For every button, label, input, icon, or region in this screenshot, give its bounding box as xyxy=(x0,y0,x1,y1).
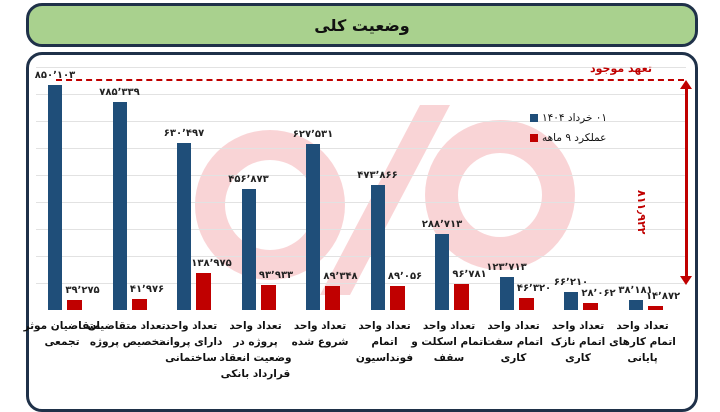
chart-panel xyxy=(26,52,698,412)
arrow-down-icon xyxy=(680,276,692,285)
data-label: ۷۸۵٬۳۳۹ xyxy=(99,87,140,99)
legend: ۰۱ خرداد ۱۴۰۴ عملکرد ۹ ماهه xyxy=(530,112,607,152)
legend-swatch-blue xyxy=(530,114,538,122)
data-label: ۶۲۷٬۵۳۱ xyxy=(292,128,334,140)
page-title: وضعیت کلی xyxy=(314,15,410,35)
category-label: تعداد واحد اتمام سفت کاری xyxy=(484,320,543,364)
bar-series-2 xyxy=(389,286,405,310)
gridline xyxy=(36,148,686,149)
category-label: تعداد واحد شروع شده xyxy=(291,320,349,348)
legend-item-series-2: عملکرد ۹ ماهه xyxy=(530,132,607,144)
data-label: ۴۶٬۳۲۰ xyxy=(516,282,552,294)
data-label: ۸۹٬۰۵۶ xyxy=(387,271,423,283)
data-label: ۶۶٬۲۱۰ xyxy=(553,277,589,289)
legend-swatch-red xyxy=(530,134,538,142)
bar-series-1 xyxy=(564,292,578,310)
bar-series-2 xyxy=(325,286,340,310)
category-label: متقاضیان موثر تجمعی xyxy=(23,320,101,348)
category-label: تعداد واحد پروژه در وضعیت انعقاد قرارداد… xyxy=(219,320,292,380)
bar-series-2 xyxy=(647,306,663,310)
data-label: ۱۲۳٬۷۱۳ xyxy=(486,262,527,274)
bar-series-1 xyxy=(370,184,385,310)
bar-series-1 xyxy=(306,144,320,310)
gridline xyxy=(36,94,686,95)
title-banner: وضعیت کلی xyxy=(26,3,698,47)
category-label: تعداد واحد اتمام اسکلت و سقف xyxy=(411,320,487,364)
bar-series-2 xyxy=(67,299,82,310)
category-label: تعداد واحد اتمام نازک کاری xyxy=(550,320,606,364)
commitment-line xyxy=(56,79,684,81)
bar-series-2 xyxy=(518,297,534,310)
data-label: ۳۸٬۱۸۱ xyxy=(618,284,653,296)
data-label: ۳۹٬۲۷۵ xyxy=(65,284,100,296)
bar-series-2 xyxy=(131,298,147,310)
data-label: ۲۸٬۰۶۲ xyxy=(581,287,616,299)
arrow-up-icon xyxy=(680,80,692,89)
commitment-label: تعهد موجود xyxy=(590,62,652,75)
data-label: ۸۹٬۳۴۸ xyxy=(323,271,358,283)
gridline xyxy=(36,202,686,203)
gap-label: ۸۱۱٫۹۲۲ xyxy=(635,190,648,235)
gridline xyxy=(36,283,686,284)
gridline xyxy=(36,256,686,257)
bar-series-2 xyxy=(260,285,276,310)
bar-series-1 xyxy=(48,85,62,310)
bar-series-1 xyxy=(177,143,191,310)
bar-series-2 xyxy=(196,273,211,310)
bar-series-1 xyxy=(499,277,514,310)
data-label: ۹۶٬۷۸۱ xyxy=(452,269,487,281)
bar-series-1 xyxy=(628,299,643,310)
bar-series-1 xyxy=(435,233,449,310)
data-label: ۲۸۸٬۷۱۳ xyxy=(421,218,463,230)
gridline xyxy=(36,175,686,176)
category-label: تعداد واحد اتمام کارهای پایانی xyxy=(609,320,676,364)
data-label: ۶۳۰٬۴۹۷ xyxy=(163,128,205,140)
plot-area: ۸۵۰٬۱۰۳ ۳۹٬۲۷۵ ۷۸۵٬۳۳۹ ۴۱٬۹۷۶ ۶۳۰٬۴۹۷ ۱۳۸٬۹۷۵… xyxy=(34,60,686,310)
data-label: ۸۵۰٬۱۰۳ xyxy=(34,70,76,82)
legend-item-series-1: ۰۱ خرداد ۱۴۰۴ xyxy=(530,112,607,124)
data-label: ۱۳۸٬۹۷۵ xyxy=(191,258,232,270)
category-label: تعداد واحد دارای پروانه ساختمانی xyxy=(159,320,223,364)
bar-series-2 xyxy=(454,284,469,310)
gridline xyxy=(36,67,686,68)
category-label: تعداد متقاضیان تخصیص پروژه xyxy=(87,320,166,348)
bar-series-1 xyxy=(112,102,127,310)
gridline xyxy=(36,229,686,230)
data-label: ۴۵۶٬۸۷۳ xyxy=(228,174,269,186)
gridline xyxy=(36,121,686,122)
bar-series-2 xyxy=(583,302,598,310)
data-label: ۹۳٬۹۳۳ xyxy=(258,270,294,282)
data-label: ۴۱٬۹۷۶ xyxy=(129,283,165,295)
data-label: ۱۴٬۸۷۲ xyxy=(645,291,681,303)
data-label: ۴۷۳٬۸۶۶ xyxy=(357,169,398,181)
category-label: تعداد واحد اتمام فونداسیون xyxy=(355,320,414,364)
bar-series-1 xyxy=(241,189,256,310)
gap-arrow xyxy=(685,86,688,276)
